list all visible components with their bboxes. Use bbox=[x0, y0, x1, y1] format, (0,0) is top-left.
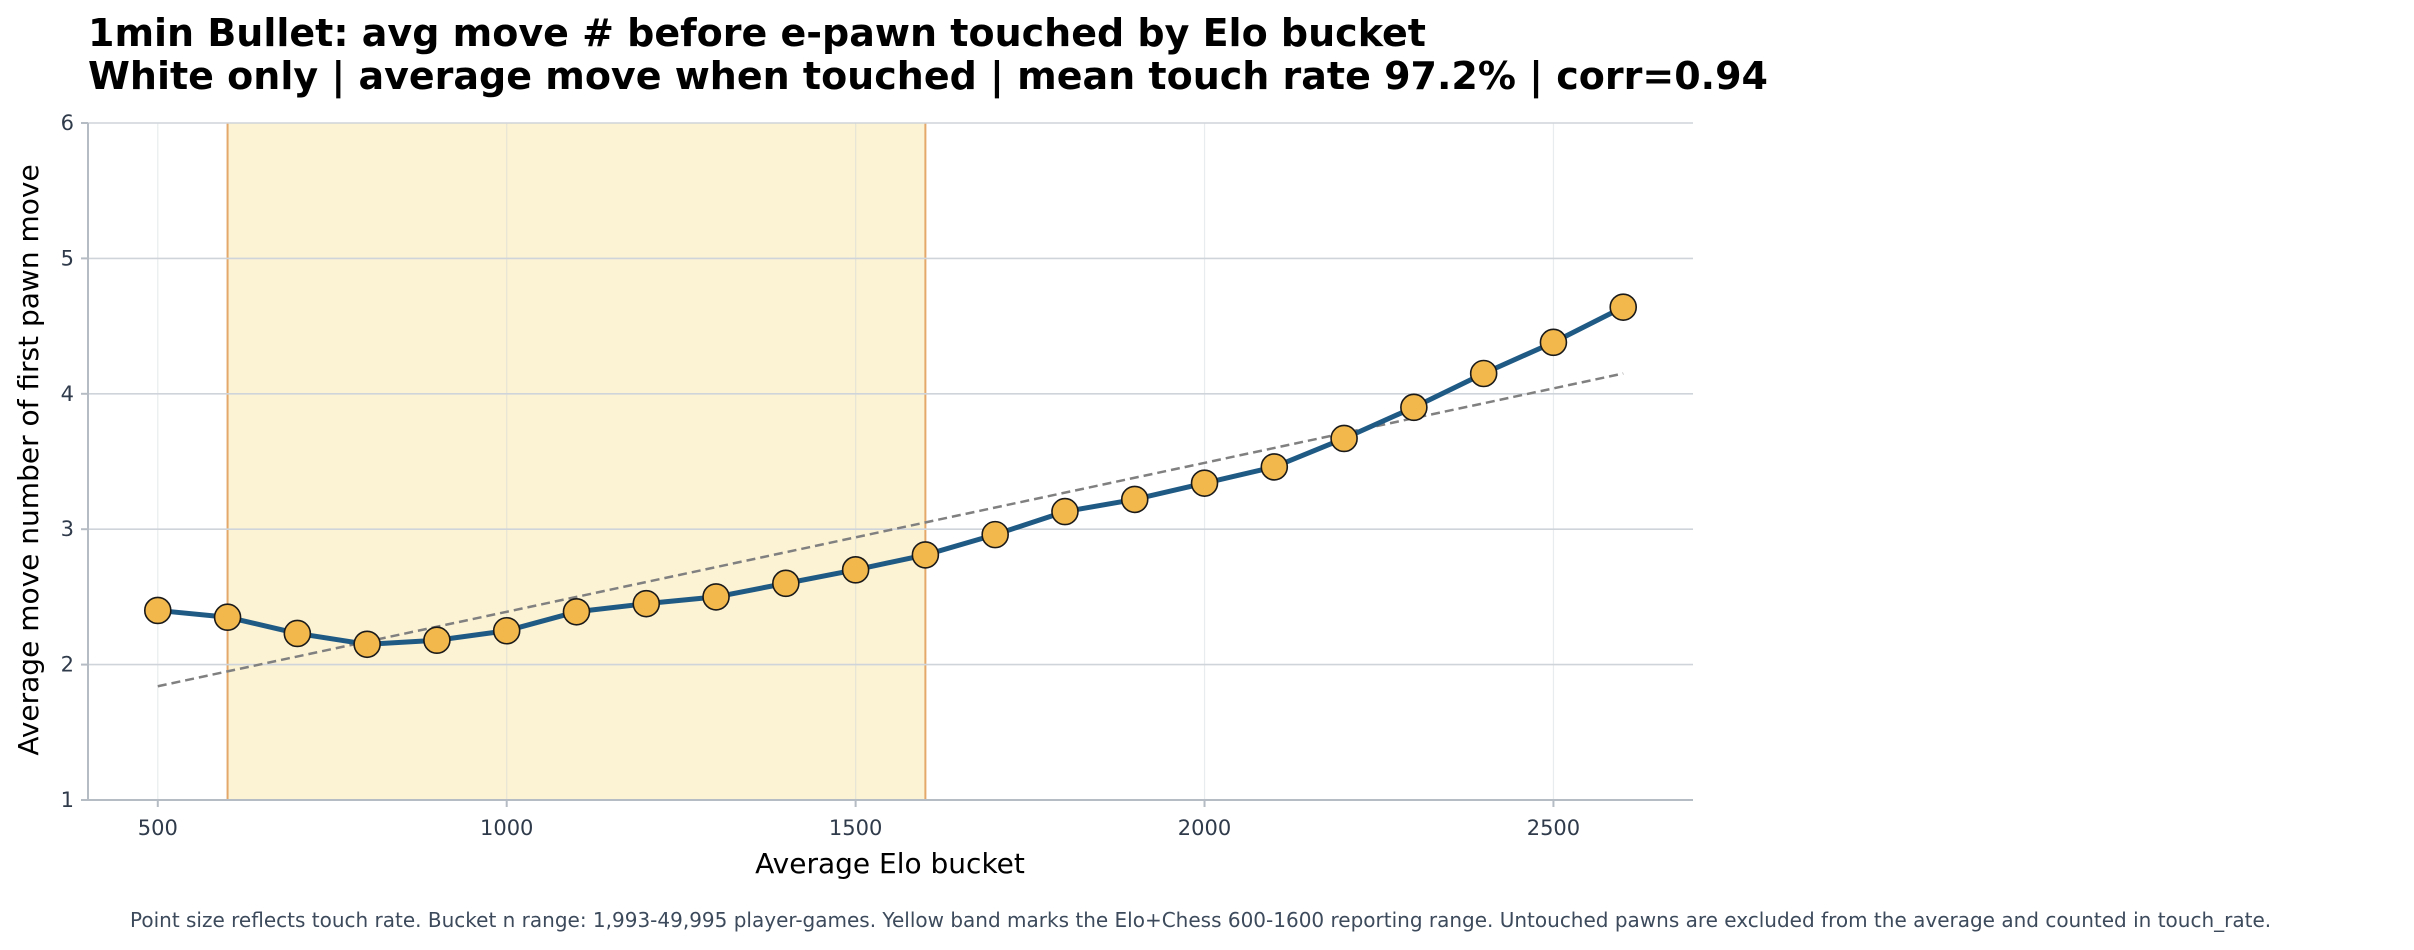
series-line bbox=[157, 304, 1625, 647]
x-tick-label: 1500 bbox=[829, 816, 882, 840]
data-point bbox=[1469, 359, 1498, 388]
data-point bbox=[981, 520, 1009, 549]
y-tick-label: 5 bbox=[61, 246, 74, 270]
chart-subtitle: White only | average move when touched |… bbox=[88, 54, 1768, 99]
x-tick-label: 2000 bbox=[1178, 816, 1231, 840]
x-tick-label: 1000 bbox=[480, 816, 533, 840]
chart-title: 1min Bullet: avg move # before e-pawn to… bbox=[88, 11, 1426, 55]
y-tick-label: 6 bbox=[61, 111, 74, 135]
data-point bbox=[1190, 469, 1219, 497]
data-point bbox=[772, 569, 800, 598]
x-axis-label: Average Elo bucket bbox=[755, 847, 1025, 880]
x-tick-label: 2500 bbox=[1527, 816, 1580, 840]
data-point bbox=[841, 556, 870, 584]
highlight-band bbox=[227, 123, 926, 800]
data-point bbox=[492, 616, 521, 645]
data-point bbox=[562, 597, 591, 626]
data-point bbox=[1400, 393, 1428, 422]
y-tick-label: 4 bbox=[61, 382, 74, 406]
data-point bbox=[1330, 424, 1358, 453]
data-point bbox=[1260, 453, 1289, 481]
data-point bbox=[143, 596, 172, 625]
data-point bbox=[1051, 497, 1079, 526]
y-tick-label: 3 bbox=[61, 517, 74, 541]
data-point bbox=[213, 603, 242, 632]
data-point bbox=[1609, 293, 1638, 321]
plot-area: 500 1000 1500 2000 2500 1 2 3 4 5 6 bbox=[61, 111, 1693, 840]
chart-caption: Point size reflects touch rate. Bucket n… bbox=[130, 908, 2271, 932]
data-point bbox=[353, 630, 381, 659]
data-point bbox=[632, 589, 661, 618]
data-point bbox=[1539, 328, 1568, 357]
data-point bbox=[702, 583, 730, 611]
data-point bbox=[911, 541, 940, 569]
data-point bbox=[1120, 485, 1149, 514]
x-tick-label: 500 bbox=[138, 816, 178, 840]
data-point bbox=[423, 626, 451, 655]
y-axis-label: Average move number of first pawn move bbox=[12, 164, 45, 755]
y-tick-label: 1 bbox=[61, 788, 74, 812]
data-point bbox=[283, 619, 312, 648]
y-tick-label: 2 bbox=[61, 653, 74, 677]
